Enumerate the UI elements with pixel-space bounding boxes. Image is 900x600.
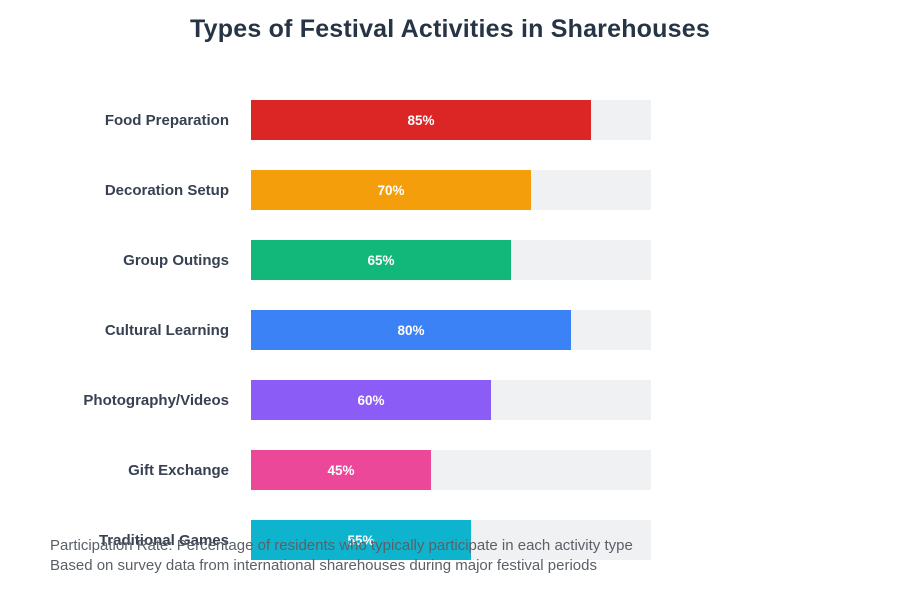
bar-row: Decoration Setup 70% bbox=[40, 170, 651, 210]
value-label: 80% bbox=[397, 322, 425, 338]
bar-track: 65% bbox=[251, 240, 651, 280]
value-label: 70% bbox=[377, 182, 405, 198]
category-label: Decoration Setup bbox=[104, 181, 229, 199]
bar-track: 60% bbox=[251, 380, 651, 420]
bar-fill: 55% bbox=[251, 520, 471, 560]
bar-track: 80% bbox=[251, 310, 651, 350]
bar-fill: 70% bbox=[251, 170, 531, 210]
category-label: Photography/Videos bbox=[83, 391, 229, 409]
value-label: 60% bbox=[357, 392, 385, 408]
value-label: 55% bbox=[347, 532, 375, 548]
bar-row: Gift Exchange 45% bbox=[40, 450, 651, 490]
value-label: 85% bbox=[407, 112, 435, 128]
bar-fill: 80% bbox=[251, 310, 571, 350]
bar-fill: 60% bbox=[251, 380, 491, 420]
value-label: 45% bbox=[327, 462, 355, 478]
bar-fill: 85% bbox=[251, 100, 591, 140]
bar-track: 55% bbox=[251, 520, 651, 560]
bar-fill: 65% bbox=[251, 240, 511, 280]
value-label: 65% bbox=[367, 252, 395, 268]
bar-fill: 45% bbox=[251, 450, 431, 490]
footer-note: Participation Rate: Percentage of reside… bbox=[50, 536, 633, 576]
bar-row: Traditional Games 55% bbox=[40, 520, 651, 560]
category-label: Cultural Learning bbox=[104, 321, 229, 339]
footer-line-2: Based on survey data from international … bbox=[50, 557, 597, 574]
bar-track: 85% bbox=[251, 100, 651, 140]
chart-title: Types of Festival Activities in Sharehou… bbox=[190, 15, 710, 43]
footer-line-1: Participation Rate: Percentage of reside… bbox=[50, 537, 633, 554]
category-label: Group Outings bbox=[123, 251, 229, 269]
category-label: Traditional Games bbox=[98, 531, 229, 549]
bar-row: Food Preparation 85% bbox=[40, 100, 651, 140]
category-label: Gift Exchange bbox=[128, 461, 229, 479]
bar-chart: Food Preparation 85% Decoration Setup 70% Gr… bbox=[40, 100, 651, 590]
bar-row: Photography/Videos 60% bbox=[40, 380, 651, 420]
category-label: Food Preparation bbox=[104, 111, 229, 129]
bar-track: 70% bbox=[251, 170, 651, 210]
bar-track: 45% bbox=[251, 450, 651, 490]
bar-row: Group Outings 65% bbox=[40, 240, 651, 280]
bar-row: Cultural Learning 80% bbox=[40, 310, 651, 350]
